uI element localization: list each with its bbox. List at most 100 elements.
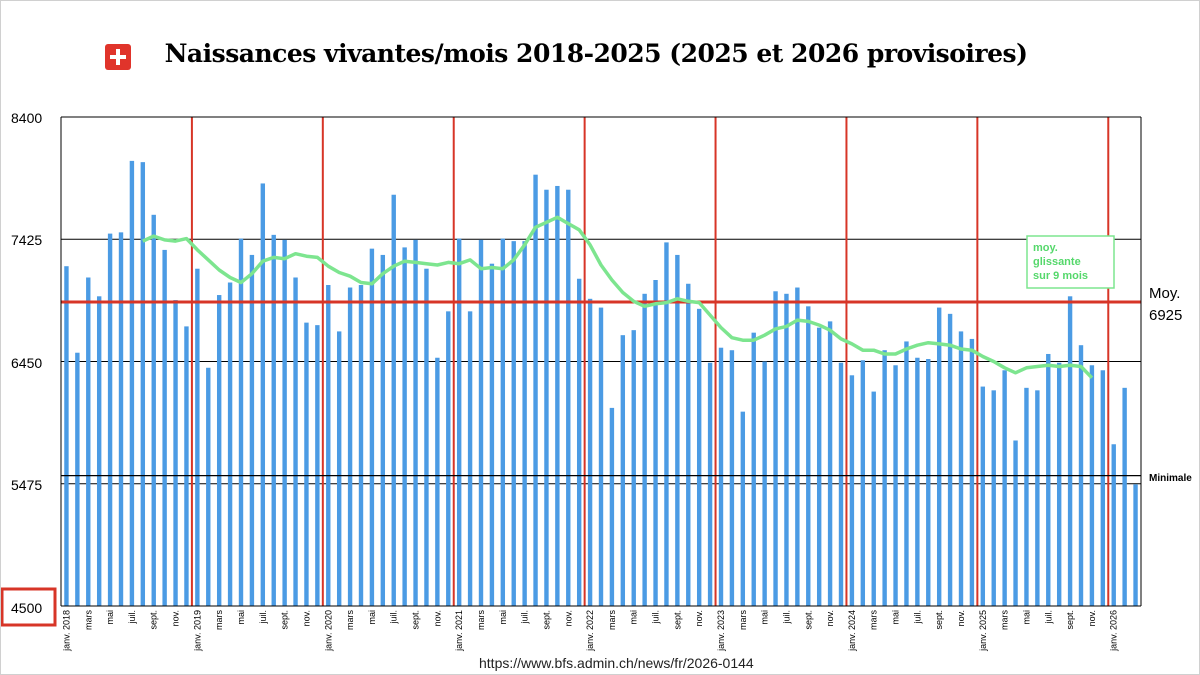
bar <box>915 357 920 606</box>
x-tick-label: janv. 2018 <box>61 610 71 652</box>
x-tick-label: mars <box>476 610 486 630</box>
bar <box>424 268 429 606</box>
x-tick-label: janv. 2020 <box>323 610 333 652</box>
source-link[interactable]: https://www.bfs.admin.ch/news/fr/2026-01… <box>479 655 754 671</box>
bar <box>555 185 560 606</box>
bar <box>664 242 669 606</box>
bar <box>435 357 440 606</box>
bar <box>1133 484 1138 606</box>
x-tick-label: juil. <box>520 610 530 625</box>
bar <box>773 291 778 606</box>
bar <box>282 239 287 606</box>
x-tick-label: mai <box>367 610 377 625</box>
x-tick-label: sept. <box>672 610 682 630</box>
bar <box>391 194 396 606</box>
bar <box>489 263 495 606</box>
x-tick-label: juil. <box>127 610 137 625</box>
x-tick-label: janv. 2021 <box>454 610 464 652</box>
bar <box>358 285 364 606</box>
bar <box>326 285 331 606</box>
bar <box>1013 440 1018 606</box>
x-tick-label: nov. <box>1087 610 1097 626</box>
bar <box>1002 370 1007 606</box>
bar <box>860 360 866 606</box>
ymin-highlight-box <box>1 587 57 627</box>
x-tick-label: nov. <box>956 610 966 626</box>
mean-line-value: 6925 <box>1149 307 1182 324</box>
x-tick-label: mai <box>629 610 639 625</box>
x-tick-label: janv. 2024 <box>847 610 857 652</box>
x-tick-label: nov. <box>825 610 835 626</box>
bar <box>936 307 942 606</box>
bar <box>675 254 680 606</box>
swiss-flag-icon <box>105 44 131 70</box>
bar <box>195 268 200 606</box>
bar <box>904 341 909 606</box>
bar <box>1056 362 1062 606</box>
bar <box>293 277 298 606</box>
bar <box>1122 387 1127 606</box>
x-tick-label: mars <box>214 610 224 630</box>
x-tick-label: janv. 2026 <box>1109 610 1119 652</box>
x-tick-label: janv. 2025 <box>978 610 988 652</box>
y-tick-label: 4500 <box>11 600 42 616</box>
bar <box>991 390 996 606</box>
bar <box>642 293 647 606</box>
axes <box>60 116 1142 607</box>
bar <box>64 266 69 606</box>
bar <box>315 325 320 606</box>
births-chart: janv. 2018 mars mai juil. sept. nov. janv. 201… <box>1 110 1192 652</box>
bar <box>893 365 898 606</box>
year-separators <box>190 117 1110 606</box>
x-tick-label: juil. <box>389 610 399 625</box>
bars <box>64 160 1138 607</box>
bar <box>522 241 527 606</box>
bar <box>751 332 756 606</box>
bar <box>1035 390 1040 606</box>
bar <box>238 238 244 606</box>
bar <box>304 322 309 606</box>
bar <box>1024 387 1029 606</box>
bar <box>249 254 255 606</box>
bar <box>260 183 266 606</box>
bar <box>173 300 178 606</box>
x-tick-label: janv. 2022 <box>585 610 595 652</box>
x-tick-label: mars <box>83 610 93 630</box>
bar <box>446 311 451 606</box>
bar <box>784 293 789 606</box>
x-tick-label: mai <box>760 610 770 625</box>
bar <box>871 391 876 606</box>
x-tick-label: sept. <box>934 610 944 630</box>
bar <box>216 295 222 606</box>
bar <box>696 308 702 606</box>
x-tick-label: sept. <box>411 610 421 630</box>
legend-text: moy. <box>1033 242 1058 254</box>
x-tick-label: nov. <box>694 610 704 626</box>
bar <box>609 407 615 606</box>
x-tick-label: janv. 2019 <box>192 610 202 652</box>
bar <box>947 313 953 606</box>
x-tick-label: sept. <box>541 610 551 630</box>
bar <box>653 280 658 606</box>
bar <box>1067 296 1073 606</box>
bar <box>206 367 211 606</box>
bar <box>118 232 124 606</box>
x-tick-label: mars <box>345 610 355 630</box>
bar <box>729 350 735 606</box>
bar <box>478 239 484 606</box>
bar <box>511 241 516 606</box>
bar <box>969 338 975 606</box>
y-tick-label: 8400 <box>11 110 42 126</box>
bar <box>598 307 604 606</box>
bar <box>718 347 724 606</box>
x-tick-label: juil. <box>1043 610 1053 625</box>
bar <box>500 238 506 606</box>
chart-title: Naissances vivantes/mois 2018-2025 (2025… <box>164 39 1028 68</box>
bar <box>707 362 713 606</box>
bar <box>1089 365 1095 606</box>
tick-labels: janv. 2018 mars mai juil. sept. nov. janv. 201… <box>61 610 1118 652</box>
x-tick-label: mars <box>869 610 879 630</box>
bar <box>402 247 407 606</box>
bar <box>762 361 767 606</box>
